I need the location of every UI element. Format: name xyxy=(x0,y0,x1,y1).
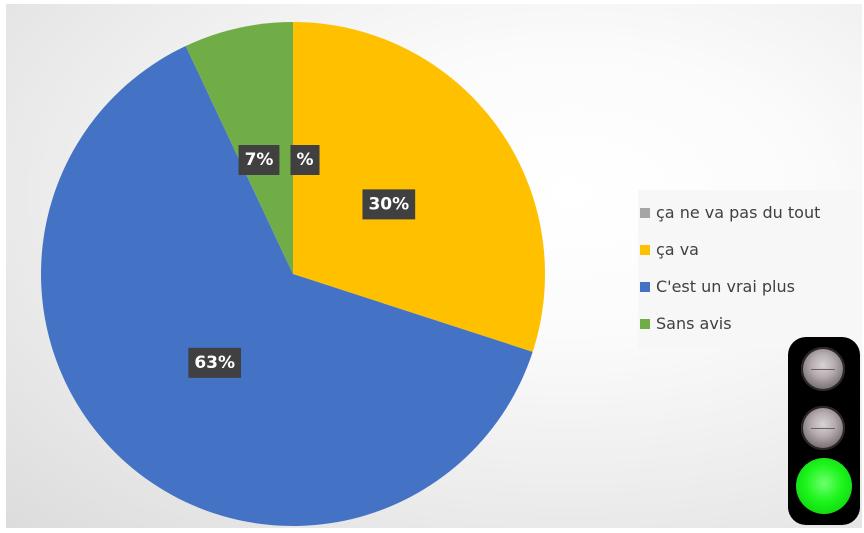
pie-slice-c-est-un-vrai-plus xyxy=(41,45,533,526)
legend-label: Sans avis xyxy=(656,314,732,333)
data-label-box xyxy=(188,347,242,378)
traffic-light-green-lamp-icon xyxy=(796,458,852,514)
data-label-c-est-un-vrai-plus: 63% xyxy=(188,347,242,378)
data-label-box xyxy=(238,145,280,175)
data-label-box xyxy=(290,145,320,175)
data-label-a-ne-va-pas-du-tout: % xyxy=(290,145,320,175)
data-label-a-va: 30% xyxy=(362,189,416,220)
data-label-text: 30% xyxy=(368,194,409,214)
traffic-light-red-lamp-icon xyxy=(801,347,845,391)
legend-item-sans-avis: Sans avis xyxy=(638,305,862,342)
legend-swatch xyxy=(640,207,650,218)
pie-slices xyxy=(41,22,545,526)
legend-swatch xyxy=(640,244,650,255)
data-label-text: % xyxy=(296,150,313,170)
chart-legend: ça ne va pas du tout ça va C'est un vrai… xyxy=(638,190,862,348)
data-label-text: 7% xyxy=(245,150,274,170)
traffic-light-amber-lamp-icon xyxy=(801,406,845,450)
data-label-sans-avis: 7% xyxy=(238,145,280,175)
legend-label: C'est un vrai plus xyxy=(656,277,795,296)
data-label-text: 63% xyxy=(194,353,235,373)
traffic-light-icon xyxy=(788,337,860,525)
legend-label: ça ne va pas du tout xyxy=(656,203,821,222)
pie-slice-a-va xyxy=(293,22,545,352)
legend-label: ça va xyxy=(656,240,699,259)
legend-item-ca-va: ça va xyxy=(638,231,862,268)
pie-chart: % 30% 63% 7% xyxy=(41,22,545,526)
chart-area: % 30% 63% 7% ça ne va pas du tout ça va C'e… xyxy=(6,4,862,528)
legend-item-cest-un-vrai-plus: C'est un vrai plus xyxy=(638,268,862,305)
data-label-box xyxy=(362,189,416,220)
legend-item-ca-ne-va-pas-du-tout: ça ne va pas du tout xyxy=(638,194,862,231)
legend-swatch xyxy=(640,318,650,329)
legend-swatch xyxy=(640,281,650,292)
pie-data-labels: % 30% 63% 7% xyxy=(188,145,416,378)
